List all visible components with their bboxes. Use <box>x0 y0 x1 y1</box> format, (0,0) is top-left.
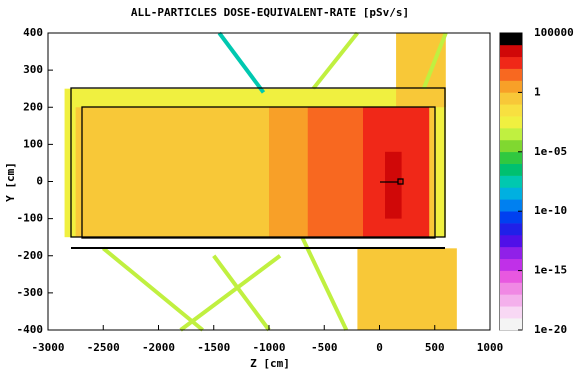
y-tick-label: -400 <box>17 323 44 336</box>
colorbar-step <box>500 306 522 319</box>
colorbar-step <box>500 175 522 188</box>
x-tick-label: -3000 <box>31 341 64 354</box>
colorbar-step <box>500 199 522 212</box>
colorbar-tick-label: 1e-05 <box>534 145 567 158</box>
x-tick-label: -500 <box>311 341 338 354</box>
inner-box <box>81 106 436 239</box>
colorbar-step <box>500 116 522 129</box>
colorbar-step <box>500 163 522 176</box>
particle-track <box>311 31 359 90</box>
colorbar-step <box>500 234 522 248</box>
particle-track <box>421 32 448 90</box>
colorbar-step <box>500 151 522 164</box>
dose-region <box>357 248 457 330</box>
colorbar-step <box>500 211 522 224</box>
y-tick-label: 100 <box>23 137 43 150</box>
x-tick-label: -2500 <box>87 341 120 354</box>
colorbar-step <box>500 139 522 153</box>
chart-title: ALL-PARTICLES DOSE-EQUIVALENT-RATE [pSv/… <box>131 6 409 19</box>
colorbar-step <box>500 68 522 81</box>
particle-track <box>212 254 271 332</box>
outer-box <box>70 87 446 238</box>
particle-track <box>101 246 204 332</box>
x-tick-label: -1000 <box>252 341 285 354</box>
colorbar-tick-label: 1 <box>534 85 541 98</box>
x-tick-label: -2000 <box>142 341 175 354</box>
marker-box <box>397 178 404 185</box>
x-tick-label: 0 <box>376 341 383 354</box>
colorbar-step <box>500 282 522 295</box>
colorbar-step <box>500 56 522 69</box>
dose-region <box>269 107 308 238</box>
x-tick-label: 500 <box>425 341 445 354</box>
colorbar-step <box>500 246 522 260</box>
colorbar-step <box>500 80 522 93</box>
plot-area <box>64 31 457 332</box>
colorbar-step <box>500 92 522 105</box>
colorbar-tick-label: 1e-20 <box>534 323 567 336</box>
x-tick-label: -1500 <box>197 341 230 354</box>
particle-track <box>179 254 282 332</box>
particle-track <box>217 31 266 94</box>
y-tick-label: 200 <box>23 100 43 113</box>
colorbar-step <box>500 33 522 46</box>
colorbar-tick-label: 1e-10 <box>534 204 567 217</box>
colorbar-step <box>500 44 522 58</box>
y-tick-label: -100 <box>17 212 44 225</box>
dose-region <box>396 33 446 108</box>
dose-region <box>385 151 402 219</box>
colorbar-step <box>500 318 522 331</box>
colorbar-step <box>500 294 522 307</box>
colorbar-step <box>500 104 522 117</box>
colorbar-step <box>500 270 522 283</box>
particle-track <box>300 236 349 331</box>
y-tick-label: -200 <box>17 249 44 262</box>
colorbar-step <box>500 258 522 271</box>
y-axis-label: Y [cm] <box>4 162 17 202</box>
dose-region <box>307 107 363 238</box>
y-tick-label: -300 <box>17 286 44 299</box>
colorbar-step <box>500 187 522 200</box>
colorbar-step <box>500 128 522 141</box>
y-tick-label: 300 <box>23 63 43 76</box>
colorbar-tick-label: 100000 <box>534 26 574 39</box>
y-tick-label: 400 <box>23 26 43 39</box>
x-axis-label: Z [cm] <box>250 357 290 370</box>
geometry <box>70 87 446 249</box>
colorbar-tick-label: 1e-15 <box>534 264 567 277</box>
x-tick-label: 1000 <box>477 341 504 354</box>
y-tick-label: 0 <box>36 175 43 188</box>
colorbar-step <box>500 223 522 236</box>
